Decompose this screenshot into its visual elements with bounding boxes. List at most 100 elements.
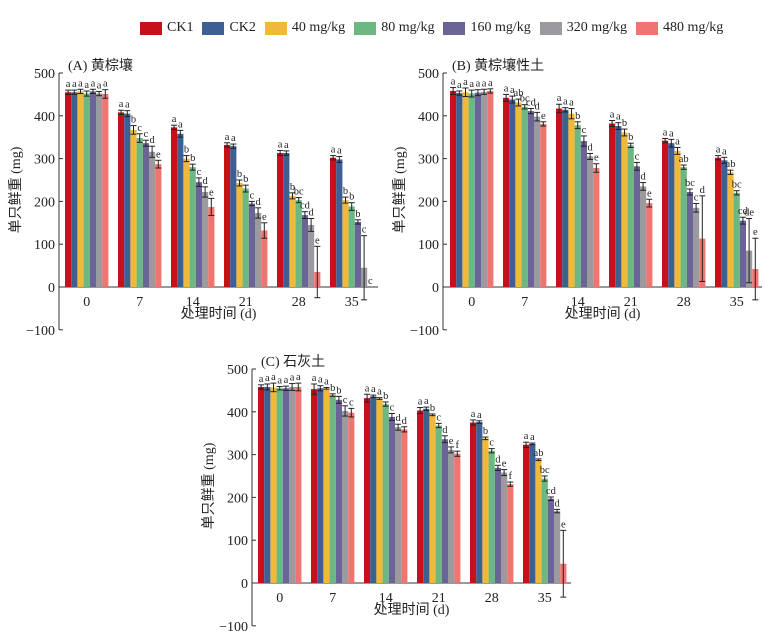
y-tick-label: 0 <box>432 281 439 296</box>
significance-label: b <box>184 145 189 156</box>
bar <box>118 112 125 287</box>
significance-label: a <box>172 114 177 125</box>
significance-label: b <box>628 132 633 143</box>
y-tick-label: 400 <box>227 406 248 421</box>
significance-label: a <box>371 384 376 395</box>
significance-label: a <box>716 145 721 156</box>
significance-label: b <box>243 174 248 185</box>
bar <box>295 200 302 287</box>
significance-label: f <box>456 440 460 451</box>
significance-label: a <box>530 432 535 443</box>
bar <box>149 151 156 287</box>
bar <box>462 92 469 287</box>
bar <box>224 144 231 287</box>
significance-label: a <box>265 373 270 384</box>
bar <box>258 386 265 583</box>
significance-label: d <box>495 454 501 465</box>
x-tick-label: 35 <box>730 295 744 310</box>
bar <box>270 387 277 583</box>
y-tick-label: 200 <box>227 491 248 506</box>
significance-label: e <box>209 187 214 198</box>
bar <box>83 93 90 287</box>
significance-label: c <box>489 438 494 449</box>
bar <box>470 422 477 583</box>
x-tick-label: 14 <box>379 591 393 606</box>
y-tick-label: 400 <box>418 110 439 125</box>
x-tick-label: 28 <box>485 591 499 606</box>
significance-label: a <box>476 79 481 90</box>
bar <box>283 153 290 287</box>
bar <box>739 220 746 287</box>
significance-label: de <box>744 208 754 219</box>
bar <box>574 125 581 287</box>
y-axis-label: 单只鲜重 (mg) <box>201 442 217 529</box>
x-tick-label: 35 <box>538 591 552 606</box>
significance-label: c <box>349 397 354 408</box>
chart-title: (B) 黄棕壤性土 <box>452 57 544 74</box>
bar <box>487 90 494 287</box>
significance-label: c <box>197 167 202 178</box>
bar <box>329 395 336 583</box>
significance-label: b <box>190 153 195 164</box>
x-axis-label: 处理时间 (d) <box>565 306 641 322</box>
bar <box>627 145 634 287</box>
x-tick-label: 21 <box>239 295 253 310</box>
significance-label: a <box>504 83 509 94</box>
bar <box>482 438 489 583</box>
significance-label: a <box>675 136 680 147</box>
significance-label: d <box>149 135 155 146</box>
bar <box>261 230 268 287</box>
significance-label: d <box>700 185 706 196</box>
bar <box>450 90 457 287</box>
significance-label: a <box>722 146 727 157</box>
significance-label: ab <box>726 159 736 170</box>
significance-label: b <box>483 426 488 437</box>
bar <box>515 102 522 287</box>
bar <box>593 168 600 287</box>
bar <box>335 399 342 583</box>
legend-label: 40 mg/kg <box>291 20 346 35</box>
bar <box>330 157 337 287</box>
y-tick-label: 0 <box>48 281 55 296</box>
significance-label: c <box>436 412 441 423</box>
bar <box>236 182 243 287</box>
significance-label: d <box>442 425 448 436</box>
bar <box>295 386 302 583</box>
significance-label: a <box>296 372 301 383</box>
bar <box>621 132 628 287</box>
bar <box>142 143 149 287</box>
bar <box>317 388 324 583</box>
significance-label: d <box>587 142 593 153</box>
significance-label: a <box>119 99 124 110</box>
significance-label: a <box>524 431 529 442</box>
significance-label: cd <box>738 206 749 217</box>
significance-label: a <box>418 397 423 408</box>
legend-label: CK1 <box>167 20 194 35</box>
bar <box>587 156 594 287</box>
bar <box>534 116 541 287</box>
bar <box>354 221 361 287</box>
bar <box>102 93 109 287</box>
significance-label: a <box>616 112 621 123</box>
significance-label: c <box>635 151 640 162</box>
legend-item: 320 mg/kg <box>539 20 627 36</box>
significance-label: c <box>694 193 699 204</box>
y-axis-label: 单只鲜重 (mg) <box>392 146 408 233</box>
y-tick-label: 100 <box>418 238 439 253</box>
significance-label: a <box>72 79 77 90</box>
significance-label: b <box>330 383 335 394</box>
x-tick-label: 28 <box>292 295 306 310</box>
bar <box>155 164 162 287</box>
chart-panel: (B) 黄棕壤性土 500 400 300 200 100 0 −100 单只鲜重 (mg) 0 a… <box>392 57 762 339</box>
bar <box>662 140 669 287</box>
significance-label: a <box>424 396 429 407</box>
significance-label: b <box>237 169 242 180</box>
x-tick-label: 7 <box>136 295 143 310</box>
x-tick-label: 7 <box>329 591 336 606</box>
bar <box>580 141 587 287</box>
bar <box>441 439 448 583</box>
significance-label: ab <box>534 448 544 459</box>
significance-label: c <box>144 129 149 140</box>
significance-label: a <box>278 139 283 150</box>
bar <box>189 167 196 287</box>
